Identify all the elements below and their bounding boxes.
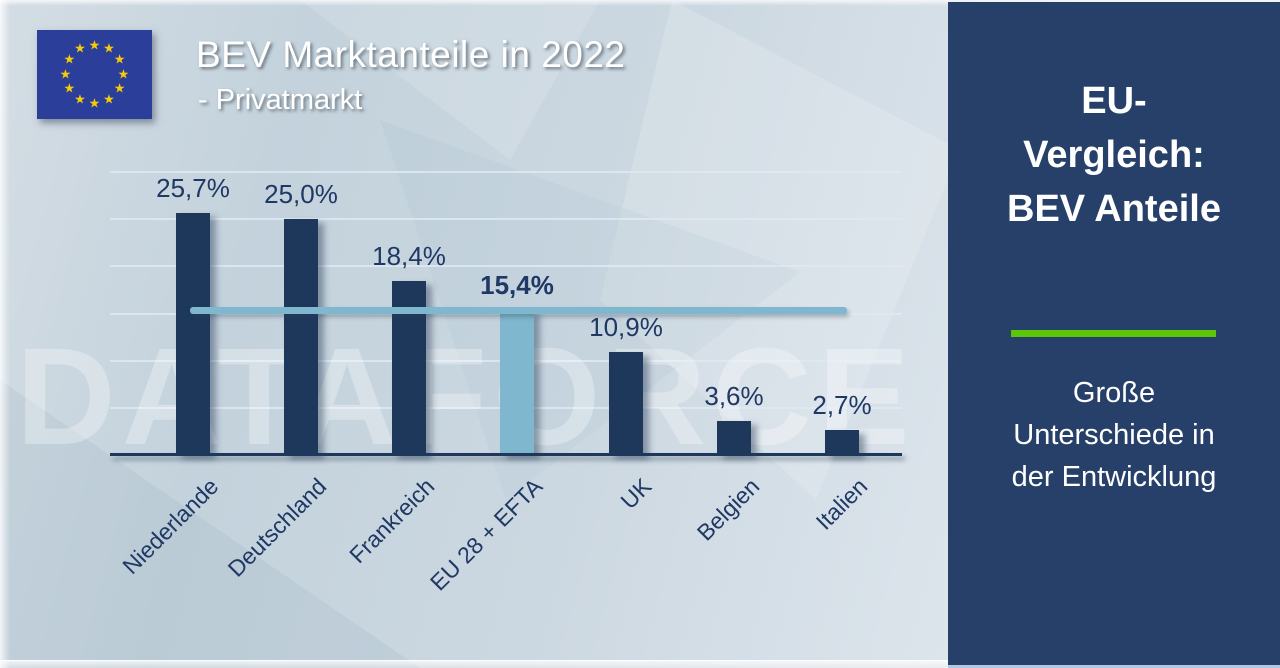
bar-italien xyxy=(825,430,859,455)
sidebar-subtext-line: Große xyxy=(1072,377,1156,409)
eu-star-icon: ★ xyxy=(59,67,72,82)
sidebar-heading-line: BEV Anteile xyxy=(1007,188,1221,230)
value-label-belgien: 3,6% xyxy=(704,381,764,411)
eu-star-icon: ★ xyxy=(74,41,86,57)
green-divider xyxy=(1011,330,1216,337)
value-label-niederlande: 25,7% xyxy=(156,173,230,203)
value-label-eu-28-efta: 15,4% xyxy=(480,270,554,300)
sidebar: EU- Vergleich: BEV Anteile Große Untersc… xyxy=(948,2,1280,668)
sidebar-heading-line: Vergleich: xyxy=(1023,134,1205,176)
gridline-25pct xyxy=(110,218,902,220)
bar-uk xyxy=(609,352,643,455)
eu-star-icon: ★ xyxy=(63,81,76,97)
gridline-20pct xyxy=(110,265,902,267)
bar-belgien xyxy=(717,421,751,455)
category-label-italien: Italien xyxy=(810,473,873,535)
bottom-strip xyxy=(0,660,948,668)
eu-star-icon: ★ xyxy=(113,81,126,97)
page-title: BEV Marktanteile in 2022 xyxy=(196,34,626,75)
sidebar-subtext-line: Unterschiede in xyxy=(1013,419,1215,451)
value-label-deutschland: 25,0% xyxy=(264,179,338,209)
bar-niederlande xyxy=(176,213,210,455)
sidebar-subtext-line: der Entwicklung xyxy=(1011,461,1217,493)
eu-star-icon: ★ xyxy=(103,92,115,108)
category-label-belgien: Belgien xyxy=(691,473,765,546)
eu-star-icon: ★ xyxy=(74,92,86,108)
reference-line xyxy=(190,307,847,314)
background-facet xyxy=(300,0,600,160)
x-axis-line xyxy=(110,453,902,456)
category-label-frankreich: Frankreich xyxy=(344,473,440,569)
value-label-italien: 2,7% xyxy=(812,390,872,420)
bar-eu-28-efta xyxy=(500,310,534,455)
value-label-frankreich: 18,4% xyxy=(372,241,446,271)
eu-flag-icon: ★ ★ ★ ★ ★ ★ ★ ★ ★ ★ ★ ★ xyxy=(37,30,152,119)
category-label-eu-28-efta: EU 28 + EFTA xyxy=(424,473,548,596)
category-label-uk: UK xyxy=(615,473,657,514)
eu-star-icon: ★ xyxy=(88,38,101,53)
value-label-uk: 10,9% xyxy=(589,312,663,342)
sidebar-heading-line: EU- xyxy=(1081,80,1147,122)
eu-star-icon: ★ xyxy=(113,52,126,68)
page-subtitle: - Privatmarkt xyxy=(198,84,363,116)
eu-star-icon: ★ xyxy=(117,67,130,82)
category-label-deutschland: Deutschland xyxy=(222,473,332,582)
sidebar-subtext: Große Unterschiede in der Entwicklung xyxy=(948,372,1280,498)
eu-star-icon: ★ xyxy=(88,96,101,111)
bar-deutschland xyxy=(284,219,318,455)
category-label-niederlande: Niederlande xyxy=(117,473,224,580)
sidebar-heading: EU- Vergleich: BEV Anteile xyxy=(948,74,1280,236)
